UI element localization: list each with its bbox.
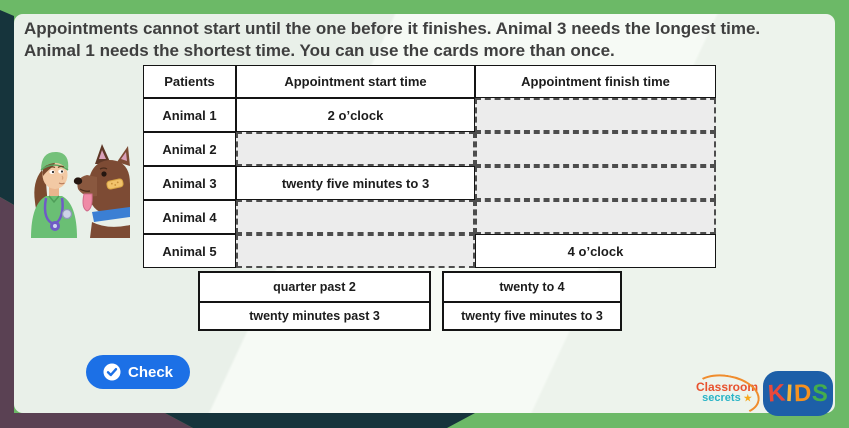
table-header-start-time: Appointment start time <box>236 65 475 98</box>
start-time-cell: 2 o’clock <box>236 98 475 132</box>
patients-table: Patients Appointment start time Appointm… <box>143 65 716 268</box>
table-header-patients: Patients <box>143 65 236 98</box>
start-time-cell: twenty five minutes to 3 <box>236 166 475 200</box>
patient-label: Animal 3 <box>143 166 236 200</box>
answer-card[interactable]: twenty to 4 <box>444 273 620 301</box>
kids-logo: K I D S <box>763 371 833 416</box>
check-button[interactable]: Check <box>86 355 190 389</box>
finish-time-dropzone[interactable] <box>475 200 716 234</box>
answer-card[interactable]: quarter past 2 <box>200 273 429 301</box>
check-button-label: Check <box>127 363 174 381</box>
answer-card[interactable]: twenty five minutes to 3 <box>444 301 620 329</box>
patient-label: Animal 2 <box>143 132 236 166</box>
finish-time-dropzone[interactable] <box>475 132 716 166</box>
patient-label: Animal 5 <box>143 234 236 268</box>
table-header-finish-time: Appointment finish time <box>475 65 716 98</box>
patient-label: Animal 1 <box>143 98 236 132</box>
answer-card-column-right: twenty to 4 twenty five minutes to 3 <box>442 271 622 331</box>
start-time-dropzone[interactable] <box>236 200 475 234</box>
start-time-dropzone[interactable] <box>236 234 475 268</box>
start-time-dropzone[interactable] <box>236 132 475 166</box>
finish-time-dropzone[interactable] <box>475 166 716 200</box>
vet-and-dog-illustration <box>31 144 130 238</box>
classroom-secrets-arc <box>689 369 763 421</box>
finish-time-dropzone[interactable] <box>475 98 716 132</box>
classroom-secrets-logo: Classroom secrets ★ <box>689 369 763 421</box>
answer-card[interactable]: twenty minutes past 3 <box>200 301 429 329</box>
star-icon: ★ <box>743 393 752 403</box>
answer-card-column-left: quarter past 2 twenty minutes past 3 <box>198 271 431 331</box>
finish-time-cell: 4 o’clock <box>475 234 716 268</box>
activity-card: Appointments cannot start until the one … <box>14 14 835 421</box>
instructions-text: Appointments cannot start until the one … <box>24 19 761 61</box>
patient-label: Animal 4 <box>143 200 236 234</box>
check-circle-icon <box>103 363 121 381</box>
